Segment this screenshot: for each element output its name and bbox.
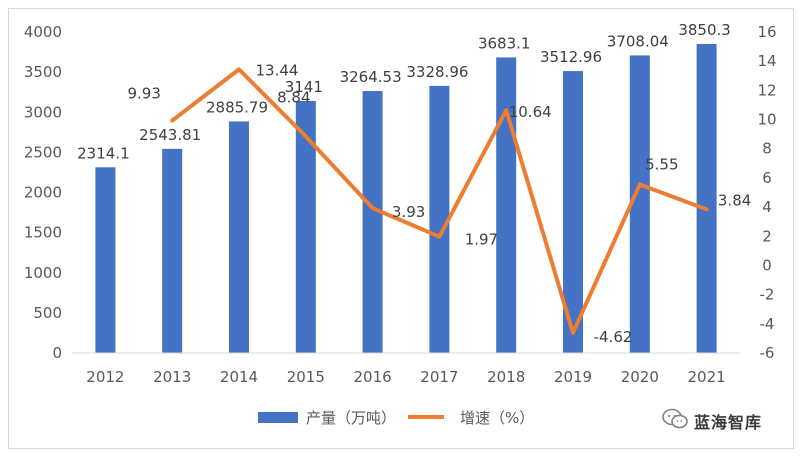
bar-data-label: 3141 — [285, 78, 323, 96]
line-series — [170, 67, 709, 335]
line-data-label: 3.93 — [392, 203, 425, 221]
y-right-tick-label: 0 — [762, 256, 772, 274]
bar-data-label: 3264.53 — [340, 68, 402, 86]
chart-frame — [8, 8, 794, 449]
line-data-labels: 9.93 13.44 8.84 3.93 1.97 10.64 -4.62 5.55 3.84 — [127, 61, 751, 346]
x-tick-label: 2020 — [621, 368, 659, 386]
bar — [295, 100, 316, 353]
bar — [563, 71, 583, 353]
y-left-tick-label: 2000 — [24, 184, 62, 202]
legend-swatch-bar — [258, 412, 298, 423]
bar — [429, 85, 450, 354]
left-axis: 0 500 1000 1500 2000 2500 3000 3500 4000 — [24, 23, 62, 362]
bar-data-label: 3328.96 — [406, 63, 468, 81]
growth-line — [170, 67, 709, 335]
right-axis: -6 -4 -2 0 2 4 6 8 10 12 14 16 — [757, 23, 776, 362]
y-right-tick-label: 16 — [757, 23, 776, 41]
x-tick-label: 2012 — [86, 368, 124, 386]
x-tick-label: 2013 — [153, 368, 191, 386]
y-right-tick-label: 12 — [757, 81, 776, 99]
x-tick-label: 2017 — [420, 368, 458, 386]
x-tick-label: 2019 — [554, 368, 592, 386]
y-right-tick-label: 14 — [757, 52, 776, 70]
watermark-text: 蓝海智库 — [694, 413, 763, 432]
x-tick-label: 2014 — [220, 368, 258, 386]
watermark: 蓝海智库 — [662, 408, 762, 434]
y-left-tick-label: 0 — [52, 344, 62, 362]
bar-data-label: 2314.1 — [77, 144, 130, 162]
y-left-tick-label: 2500 — [24, 143, 62, 161]
line-data-label: 9.93 — [127, 85, 160, 103]
y-right-tick-label: -6 — [760, 344, 775, 362]
x-tick-label: 2021 — [688, 368, 726, 386]
line-data-label: 3.84 — [718, 191, 751, 209]
y-left-tick-label: 1500 — [24, 224, 62, 242]
y-left-tick-label: 3500 — [24, 63, 62, 81]
bar — [95, 167, 116, 353]
y-right-tick-label: 2 — [762, 227, 772, 245]
line-data-label: 5.55 — [645, 155, 678, 173]
y-right-tick-label: -2 — [760, 286, 775, 304]
bar-data-label: 3683.1 — [478, 34, 531, 52]
line-data-label: 8.84 — [277, 88, 310, 106]
y-right-tick-label: 6 — [762, 169, 772, 187]
bar-data-label: 3850.3 — [678, 21, 731, 39]
x-tick-label: 2018 — [487, 368, 525, 386]
bar — [496, 57, 517, 354]
x-tick-label: 2015 — [287, 368, 325, 386]
bar — [229, 121, 249, 354]
bar-data-label: 3512.96 — [540, 48, 602, 66]
bar — [629, 55, 650, 354]
line-data-label: -4.62 — [594, 328, 633, 346]
bar-data-label: 2885.79 — [206, 98, 268, 116]
y-left-tick-label: 4000 — [24, 23, 62, 41]
bar — [362, 91, 383, 353]
legend-label-bar: 产量（万吨） — [306, 409, 396, 427]
x-axis: 2012 2013 2014 2015 2016 2017 2018 2019 2020 2021 — [86, 368, 725, 386]
legend-label-line: 增速（%） — [460, 409, 534, 427]
line-data-label: 10.64 — [509, 103, 552, 121]
bar — [696, 44, 717, 353]
bar-data-label: 3708.04 — [607, 32, 669, 50]
bar — [162, 148, 183, 353]
bar-data-label: 2543.81 — [139, 126, 201, 144]
x-tick-label: 2016 — [354, 368, 392, 386]
y-left-tick-label: 500 — [33, 304, 62, 322]
y-right-tick-label: 10 — [757, 111, 776, 129]
legend: 产量（万吨） 增速（%） — [258, 409, 534, 427]
y-left-tick-label: 3000 — [24, 103, 62, 121]
y-right-tick-label: 4 — [762, 198, 772, 216]
line-data-label: 13.44 — [256, 61, 299, 79]
y-right-tick-label: -4 — [760, 315, 775, 333]
bar-data-labels: 2314.1 2543.81 2885.79 3141 3264.53 3328.96 36… — [77, 21, 731, 162]
line-data-label: 1.97 — [465, 231, 498, 249]
wechat-icon — [662, 408, 688, 434]
y-left-tick-label: 1000 — [24, 264, 62, 282]
y-right-tick-label: 8 — [762, 140, 772, 158]
bar-series — [95, 44, 717, 354]
